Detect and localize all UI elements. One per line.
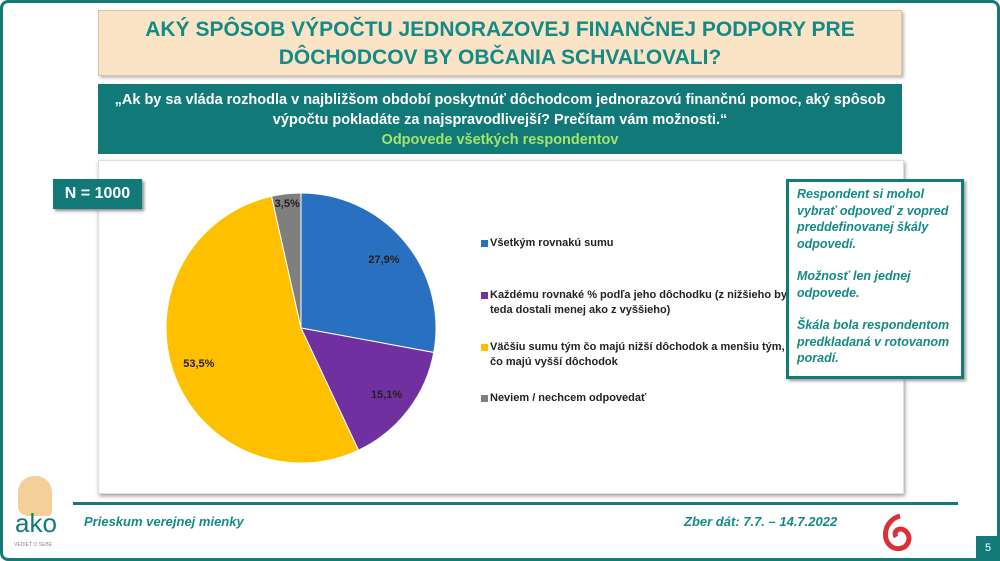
pie-slice (165, 195, 360, 464)
legend-swatch (481, 395, 488, 402)
legend-swatch (481, 240, 488, 247)
question-text: „Ak by sa vláda rozhodla v najbližšom ob… (114, 92, 886, 128)
legend-label: Neviem / nechcem odpovedať (490, 392, 647, 404)
question-subtitle: Odpovede všetkých respondentov (381, 132, 619, 148)
legend-item: Všetkým rovnakú sumu (481, 236, 790, 251)
sample-size-badge: N = 1000 (53, 179, 142, 209)
legend-swatch (481, 292, 488, 299)
footer-survey-label: Prieskum verejnej mienky (84, 514, 244, 529)
data-label: 53,5% (183, 358, 214, 370)
legend-label: Väčšiu sumu tým čo majú nižší dôchodok a… (490, 341, 785, 368)
footer-divider (73, 502, 958, 505)
footer-date: Zber dát: 7.7. – 14.7.2022 (684, 514, 838, 529)
pie-slice (300, 192, 437, 354)
legend-item: Väčšiu sumu tým čo majú nižší dôchodok a… (481, 340, 790, 370)
legend-label: Všetkým rovnakú sumu (490, 237, 614, 249)
data-label: 3,5% (275, 198, 300, 210)
note-line: Možnosť len jednej odpovede. (797, 269, 911, 300)
legend-item: Každému rovnaké % podľa jeho dôchodku (z… (481, 288, 790, 318)
note-line: Respondent si mohol vybrať odpoveď z vop… (797, 187, 949, 251)
legend-swatch (481, 344, 488, 351)
head-icon (18, 476, 52, 516)
pie-slice (270, 192, 302, 329)
note-line: Škála bola respondentom predkladaná v ro… (797, 318, 950, 365)
question-box: „Ak by sa vláda rozhodla v najbližšom ob… (98, 84, 902, 154)
page-number: 5 (976, 536, 1000, 561)
data-label: 27,9% (368, 254, 399, 266)
legend-item: Neviem / nechcem odpovedať (481, 391, 790, 406)
ako-logo: ako VEDIEŤ O SEBE (10, 474, 70, 554)
methodology-note: Respondent si mohol vybrať odpoveď z vop… (786, 179, 964, 379)
logo-wordmark: ako (15, 508, 57, 538)
legend-label: Každému rovnaké % podľa jeho dôchodku (z… (490, 289, 787, 316)
data-label: 15,1% (371, 389, 402, 401)
logo-tagline: VEDIEŤ O SEBE (14, 542, 53, 548)
slide-title: AKÝ SPÔSOB VÝPOČTU JEDNORAZOVEJ FINANČNE… (98, 10, 902, 76)
pie-slice (300, 327, 435, 451)
